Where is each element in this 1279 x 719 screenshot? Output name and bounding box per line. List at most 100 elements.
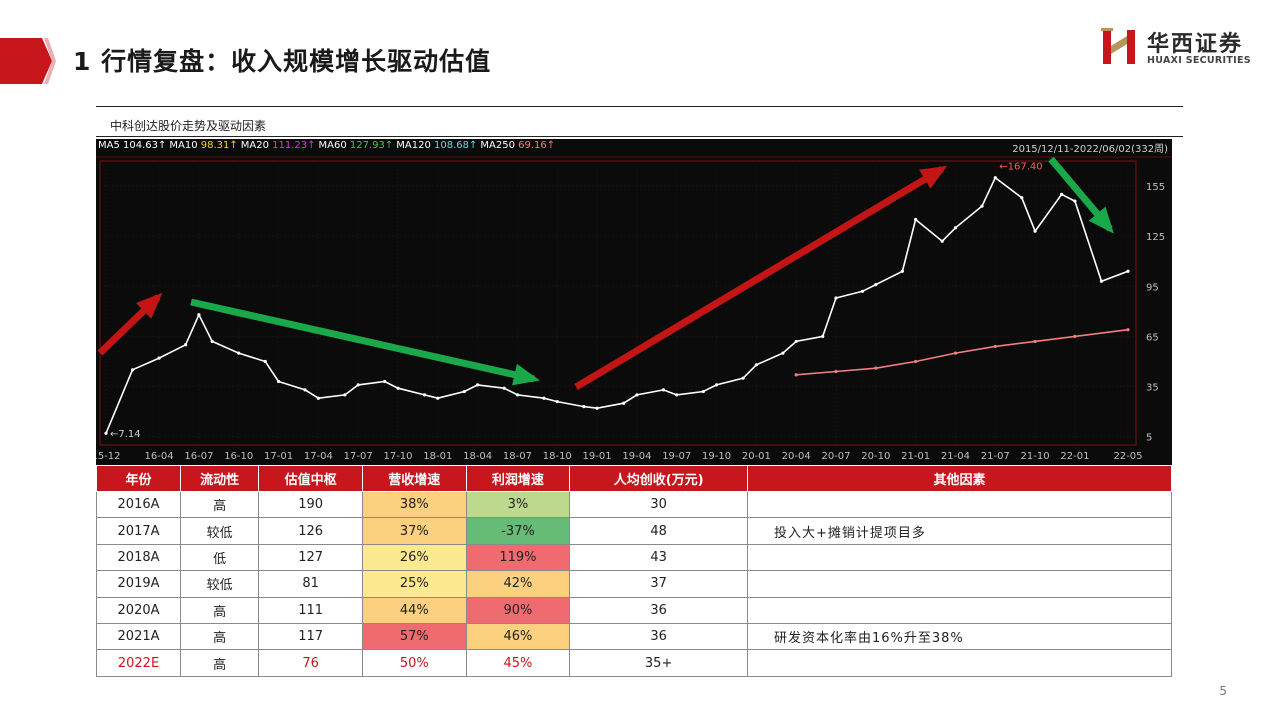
table-cell-profit: 45% xyxy=(465,649,571,677)
series-point-ma5 xyxy=(462,389,466,394)
series-point-ma5 xyxy=(661,388,666,392)
x-tick-label: 17-01 xyxy=(264,451,293,462)
y-tick-label: 65 xyxy=(1146,332,1159,343)
series-point-ma250 xyxy=(993,344,997,349)
series-point-ma5 xyxy=(900,269,904,273)
table-cell-year: 2022E xyxy=(95,649,182,677)
y-tick-label: 95 xyxy=(1146,282,1159,293)
series-point-ma5 xyxy=(157,356,161,360)
series-point-ma5 xyxy=(237,351,241,355)
table-cell-per-capita: 36 xyxy=(569,596,748,624)
x-tick-label: 21-04 xyxy=(941,451,970,462)
x-tick-label: 16-10 xyxy=(224,451,253,462)
table-cell-profit: 3% xyxy=(465,490,571,519)
series-point-ma250 xyxy=(1033,339,1037,344)
series-point-ma5 xyxy=(422,393,427,397)
series-point-ma5 xyxy=(980,204,984,208)
table-header-cell: 估值中枢 xyxy=(258,465,363,492)
series-point-ma250 xyxy=(914,359,918,364)
x-tick-label: 18-10 xyxy=(543,451,572,462)
series-point-ma5 xyxy=(396,386,400,390)
series-point-ma5 xyxy=(184,343,188,347)
ma-legend-label: MA5 xyxy=(98,140,124,151)
series-point-ma5 xyxy=(303,388,307,392)
series-point-ma5 xyxy=(436,396,440,400)
series-point-ma5 xyxy=(821,334,825,339)
table-header-cell: 利润增速 xyxy=(465,465,571,492)
table-cell-profit: 46% xyxy=(465,622,571,651)
table-cell-note xyxy=(747,596,1172,624)
table-header-cell: 流动性 xyxy=(180,465,260,492)
series-point-ma5 xyxy=(754,363,758,367)
table-cell-per-capita: 48 xyxy=(569,517,748,545)
series-point-ma5 xyxy=(515,393,520,397)
series-point-ma5 xyxy=(794,339,798,344)
ma-legend-value: 108.68↑ xyxy=(434,140,478,151)
series-point-ma5 xyxy=(1126,269,1130,273)
series-point-ma5 xyxy=(263,359,267,364)
ma-legend-label: MA10 xyxy=(169,140,201,151)
x-tick-label: 16-07 xyxy=(184,451,213,462)
x-tick-label: 16-04 xyxy=(145,451,174,462)
table-cell-revenue: 44% xyxy=(361,596,467,624)
table-cell-note: 研发资本化率由16%升至38% xyxy=(747,622,1172,651)
ma-legend-label: MA120 xyxy=(396,140,435,151)
table-cell-year: 2018A xyxy=(95,543,182,572)
x-tick-label: 17-04 xyxy=(304,451,333,462)
table-cell-note xyxy=(747,490,1172,519)
series-line-ma250 xyxy=(796,328,1129,376)
ma-legend: MA5 104.63↑ MA10 98.31↑ MA20 111.23↑ MA60 1… xyxy=(98,140,558,151)
series-point-ma5 xyxy=(542,396,546,400)
table-cell-note xyxy=(747,570,1172,598)
y-tick-label: 155 xyxy=(1146,182,1165,193)
x-tick-label: 17-10 xyxy=(383,451,412,462)
table-cell-liquidity: 高 xyxy=(180,596,260,624)
series-point-ma5 xyxy=(1060,192,1064,197)
series-point-ma5 xyxy=(502,386,506,390)
x-tick-label: 18-04 xyxy=(463,451,492,462)
series-point-ma5 xyxy=(741,376,745,380)
table-cell-liquidity: 较低 xyxy=(180,517,260,545)
table-cell-profit: -37% xyxy=(465,517,571,545)
x-tick-label: 18-01 xyxy=(423,451,452,462)
series-point-ma250 xyxy=(794,373,798,377)
y-tick-label: 35 xyxy=(1146,383,1159,394)
series-point-ma250 xyxy=(834,369,838,374)
huaxi-logo-icon xyxy=(1101,28,1135,64)
stock-price-chart: 5 35 65 95 125 155 15-12 16-04 16-07 16-10 17-01 17… xyxy=(96,139,1172,465)
table-cell-liquidity: 高 xyxy=(180,622,260,651)
series-point-ma5 xyxy=(834,296,838,300)
price-annotation: ←7.14 xyxy=(110,429,141,440)
series-point-ma5 xyxy=(860,289,865,293)
table-cell-revenue: 38% xyxy=(361,490,467,519)
series-line-ma5 xyxy=(105,176,1129,434)
ma-legend-value: 69.16↑ xyxy=(518,140,556,151)
series-point-ma5 xyxy=(940,239,944,243)
date-range-label: 2015/12/11-2022/06/02(332周) xyxy=(1012,144,1168,155)
page-number: 5 xyxy=(1219,684,1227,698)
x-tick-label: 17-07 xyxy=(344,451,373,462)
ma-legend-label: MA20 xyxy=(240,140,273,151)
table-cell-per-capita: 30 xyxy=(569,490,748,519)
ma-legend-label: MA250 xyxy=(480,140,519,151)
table-cell-liquidity: 高 xyxy=(180,490,260,519)
table-cell-note xyxy=(747,543,1172,572)
table-cell-liquidity: 高 xyxy=(180,649,260,677)
ma-legend-value: 127.93↑ xyxy=(349,140,394,151)
series-point-ma5 xyxy=(197,313,201,317)
series-point-ma5 xyxy=(1073,199,1077,203)
table-cell-year: 2019A xyxy=(95,570,182,598)
table-row: 2017A 较低 126 37% -37% 48 投入大+摊销计提项目多 xyxy=(95,517,1172,545)
trend-arrow-head xyxy=(512,363,540,386)
x-tick-label: 21-07 xyxy=(981,451,1010,462)
series-point-ma5 xyxy=(476,383,480,387)
series-point-ma250 xyxy=(953,351,958,355)
table-cell-valuation: 127 xyxy=(258,543,363,572)
table-cell-valuation: 117 xyxy=(258,622,363,651)
trend-arrow-head xyxy=(135,292,163,319)
series-point-ma5 xyxy=(582,404,586,409)
table-cell-valuation: 81 xyxy=(258,570,363,598)
table-cell-revenue: 50% xyxy=(361,649,467,677)
series-point-ma5 xyxy=(914,217,918,222)
logo-chinese-name: 华西证券 xyxy=(1147,32,1244,57)
